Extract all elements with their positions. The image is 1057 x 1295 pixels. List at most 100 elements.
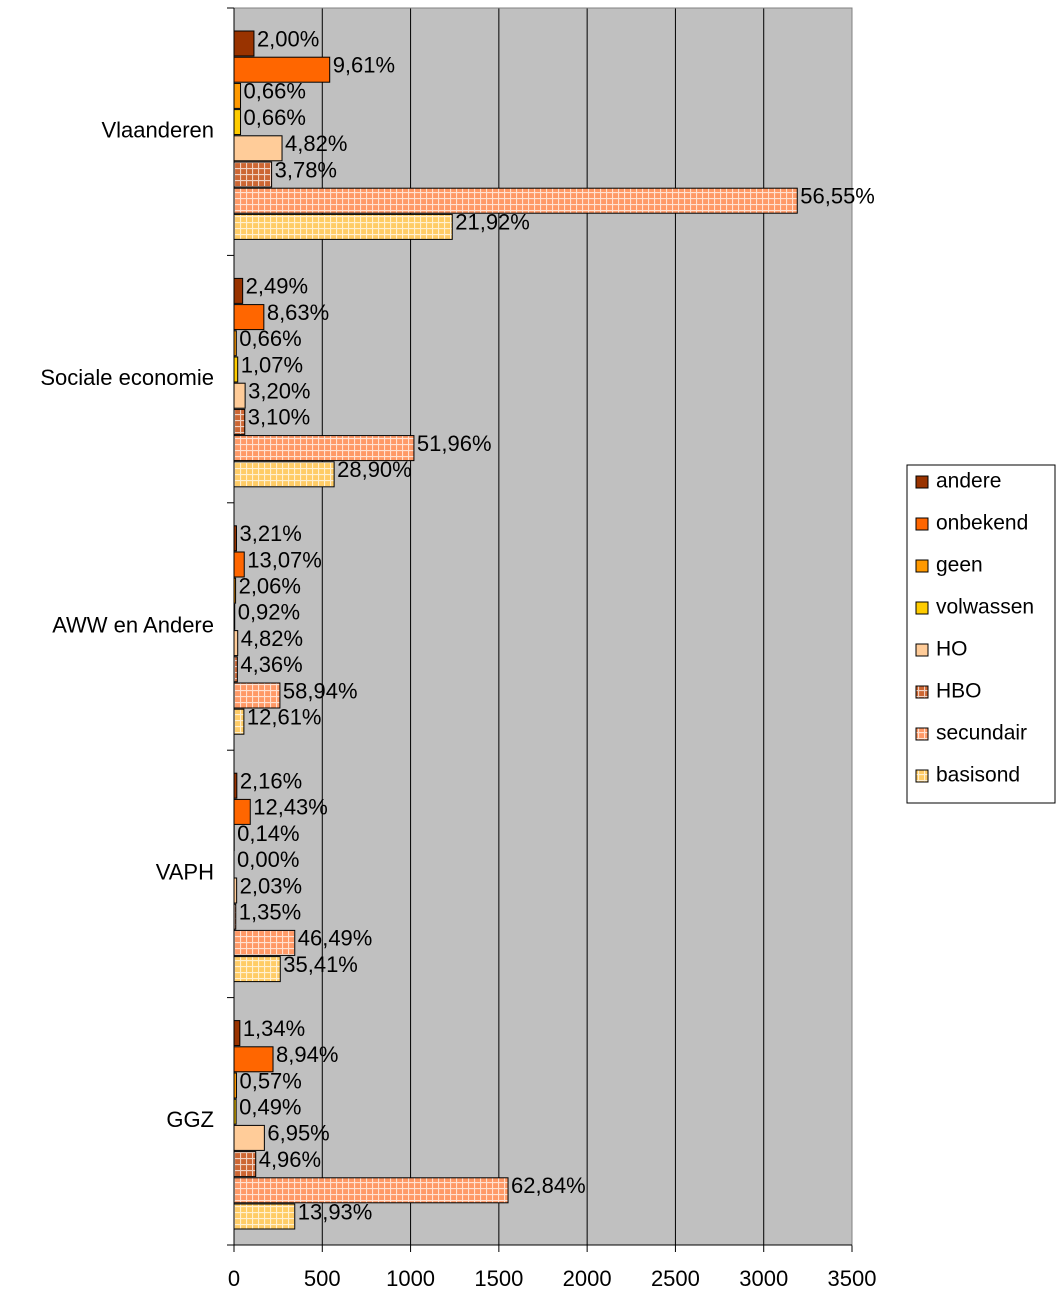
x-tick-label: 500	[304, 1266, 341, 1291]
y-tick-label: Sociale economie	[40, 365, 214, 390]
x-tick-label: 1000	[386, 1266, 435, 1291]
data-label: 2,00%	[257, 26, 319, 51]
bar	[233, 1151, 257, 1178]
y-tick-label: VAPH	[156, 860, 214, 885]
bar	[233, 682, 281, 709]
x-tick-label: 0	[228, 1266, 240, 1291]
data-label: 0,14%	[237, 821, 299, 846]
bar	[233, 551, 245, 578]
legend-swatch	[915, 769, 929, 783]
bar	[233, 330, 237, 357]
bar	[233, 656, 238, 683]
data-label: 2,06%	[239, 574, 301, 599]
bar	[233, 1098, 237, 1125]
bar	[233, 877, 238, 904]
data-label: 51,96%	[417, 431, 492, 456]
bar	[233, 56, 331, 83]
bar	[233, 577, 237, 604]
bar	[233, 277, 244, 304]
y-tick-label: AWW en Andere	[52, 612, 214, 637]
data-label: 3,21%	[239, 521, 301, 546]
y-tick-label: GGZ	[166, 1107, 214, 1132]
bar	[233, 929, 296, 956]
bar	[233, 1177, 509, 1204]
bar	[233, 603, 236, 630]
legend-label: andere	[936, 470, 1001, 493]
data-label: 4,36%	[240, 652, 302, 677]
bar	[233, 135, 283, 162]
data-label: 0,00%	[237, 847, 299, 872]
legend-swatch	[915, 559, 929, 573]
bar	[233, 408, 246, 435]
bar	[233, 956, 281, 983]
x-tick-label: 2000	[563, 1266, 612, 1291]
bar	[233, 630, 239, 657]
data-label: 62,84%	[511, 1173, 586, 1198]
data-label: 2,16%	[240, 769, 302, 794]
bar	[233, 304, 265, 331]
data-label: 1,34%	[243, 1016, 305, 1041]
data-label: 13,93%	[298, 1199, 373, 1224]
bar	[233, 708, 245, 735]
legend-label: HO	[936, 638, 968, 661]
bar	[233, 1203, 296, 1230]
x-tick-label: 1500	[474, 1266, 523, 1291]
bar	[233, 82, 242, 109]
bar	[233, 30, 255, 57]
data-label: 0,66%	[239, 326, 301, 351]
data-label: 8,63%	[267, 300, 329, 325]
data-label: 56,55%	[800, 184, 875, 209]
bar	[233, 356, 239, 383]
data-label: 4,82%	[285, 131, 347, 156]
bar	[233, 187, 798, 214]
bar	[233, 161, 273, 188]
bar	[233, 461, 335, 488]
data-label: 4,96%	[259, 1147, 321, 1172]
data-label: 2,49%	[246, 274, 308, 299]
legend-swatch	[915, 475, 929, 489]
legend-label: basisond	[936, 764, 1020, 787]
bar	[233, 525, 237, 552]
legend-label: geen	[936, 554, 983, 577]
legend-swatch	[915, 727, 929, 741]
legend-box	[906, 464, 1056, 804]
data-label: 4,82%	[241, 626, 303, 651]
data-label: 0,57%	[239, 1068, 301, 1093]
data-label: 8,94%	[276, 1042, 338, 1067]
x-tick-label: 2500	[651, 1266, 700, 1291]
data-label: 58,94%	[283, 678, 358, 703]
data-label: 21,92%	[455, 210, 530, 235]
bar	[233, 1046, 274, 1073]
data-label: 9,61%	[333, 53, 395, 78]
bar	[233, 109, 242, 136]
bar	[233, 1020, 241, 1047]
data-label: 0,49%	[239, 1095, 301, 1120]
bar	[233, 1072, 237, 1099]
x-tick-label: 3000	[739, 1266, 788, 1291]
legend-label: onbekend	[936, 512, 1028, 535]
data-label: 46,49%	[298, 926, 373, 951]
data-label: 13,07%	[247, 547, 322, 572]
bar	[233, 213, 453, 240]
legend-swatch	[915, 643, 929, 657]
data-label: 6,95%	[267, 1121, 329, 1146]
legend-label: secundair	[936, 722, 1027, 745]
bar	[233, 435, 415, 462]
data-label: 12,61%	[247, 705, 322, 730]
data-label: 0,66%	[244, 105, 306, 130]
legend-swatch	[915, 517, 929, 531]
legend-swatch	[915, 601, 929, 615]
x-tick-label: 3500	[828, 1266, 877, 1291]
bar	[233, 772, 238, 799]
bar	[233, 1124, 265, 1151]
data-label: 0,66%	[244, 79, 306, 104]
data-label: 2,03%	[240, 873, 302, 898]
legend-label: volwassen	[936, 596, 1034, 619]
legend-label: HBO	[936, 680, 982, 703]
data-label: 3,10%	[248, 405, 310, 430]
data-label: 3,78%	[275, 157, 337, 182]
data-label: 28,90%	[337, 457, 412, 482]
data-label: 1,35%	[239, 900, 301, 925]
bar	[233, 903, 237, 930]
